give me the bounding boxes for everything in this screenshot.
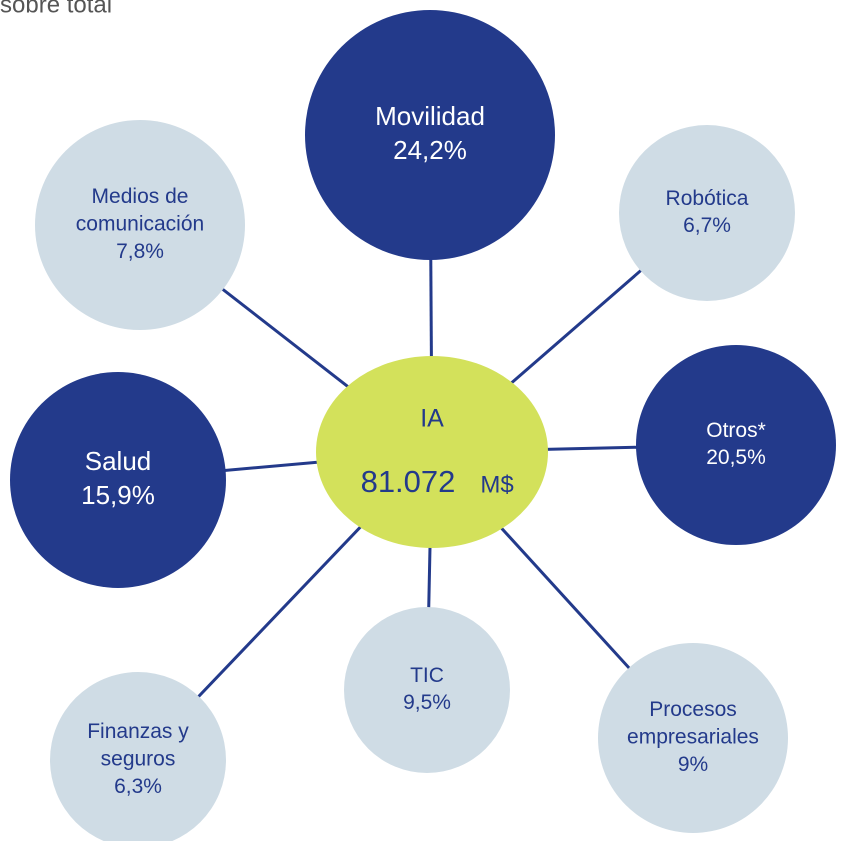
node-label: Robótica (666, 187, 749, 210)
node-value: 20,5% (706, 446, 766, 469)
center-unit: M$ (480, 471, 513, 498)
node-label: TIC (410, 664, 444, 687)
node-circle (344, 607, 510, 773)
node-circle (50, 672, 226, 841)
node-label: comunicación (76, 213, 204, 236)
node-value: 6,3% (114, 775, 162, 798)
node-circle (305, 10, 555, 260)
node-value: 9% (678, 753, 708, 776)
node-label: Finanzas y (87, 720, 189, 743)
node-label: empresariales (627, 726, 759, 749)
node-value: 6,7% (683, 214, 731, 237)
node-value: 9,5% (403, 691, 451, 714)
node-value: 24,2% (393, 135, 467, 165)
node-circle (10, 372, 226, 588)
center-node (316, 356, 548, 548)
node-label: Medios de (92, 185, 189, 208)
node-value: 7,8% (116, 240, 164, 263)
node-circle (619, 125, 795, 301)
node-label: seguros (101, 748, 176, 771)
node-value: 15,9% (81, 480, 155, 510)
node-label: Movilidad (375, 101, 485, 131)
node-circle (35, 120, 245, 330)
center-label: IA (420, 405, 444, 433)
node-circle (636, 345, 836, 545)
node-label: Salud (85, 446, 152, 476)
title: sobre total (0, 0, 112, 18)
node-circle (598, 643, 788, 833)
node-label: Otros* (706, 419, 766, 442)
node-label: Procesos (649, 698, 737, 721)
center-amount: 81.072 (361, 464, 456, 499)
